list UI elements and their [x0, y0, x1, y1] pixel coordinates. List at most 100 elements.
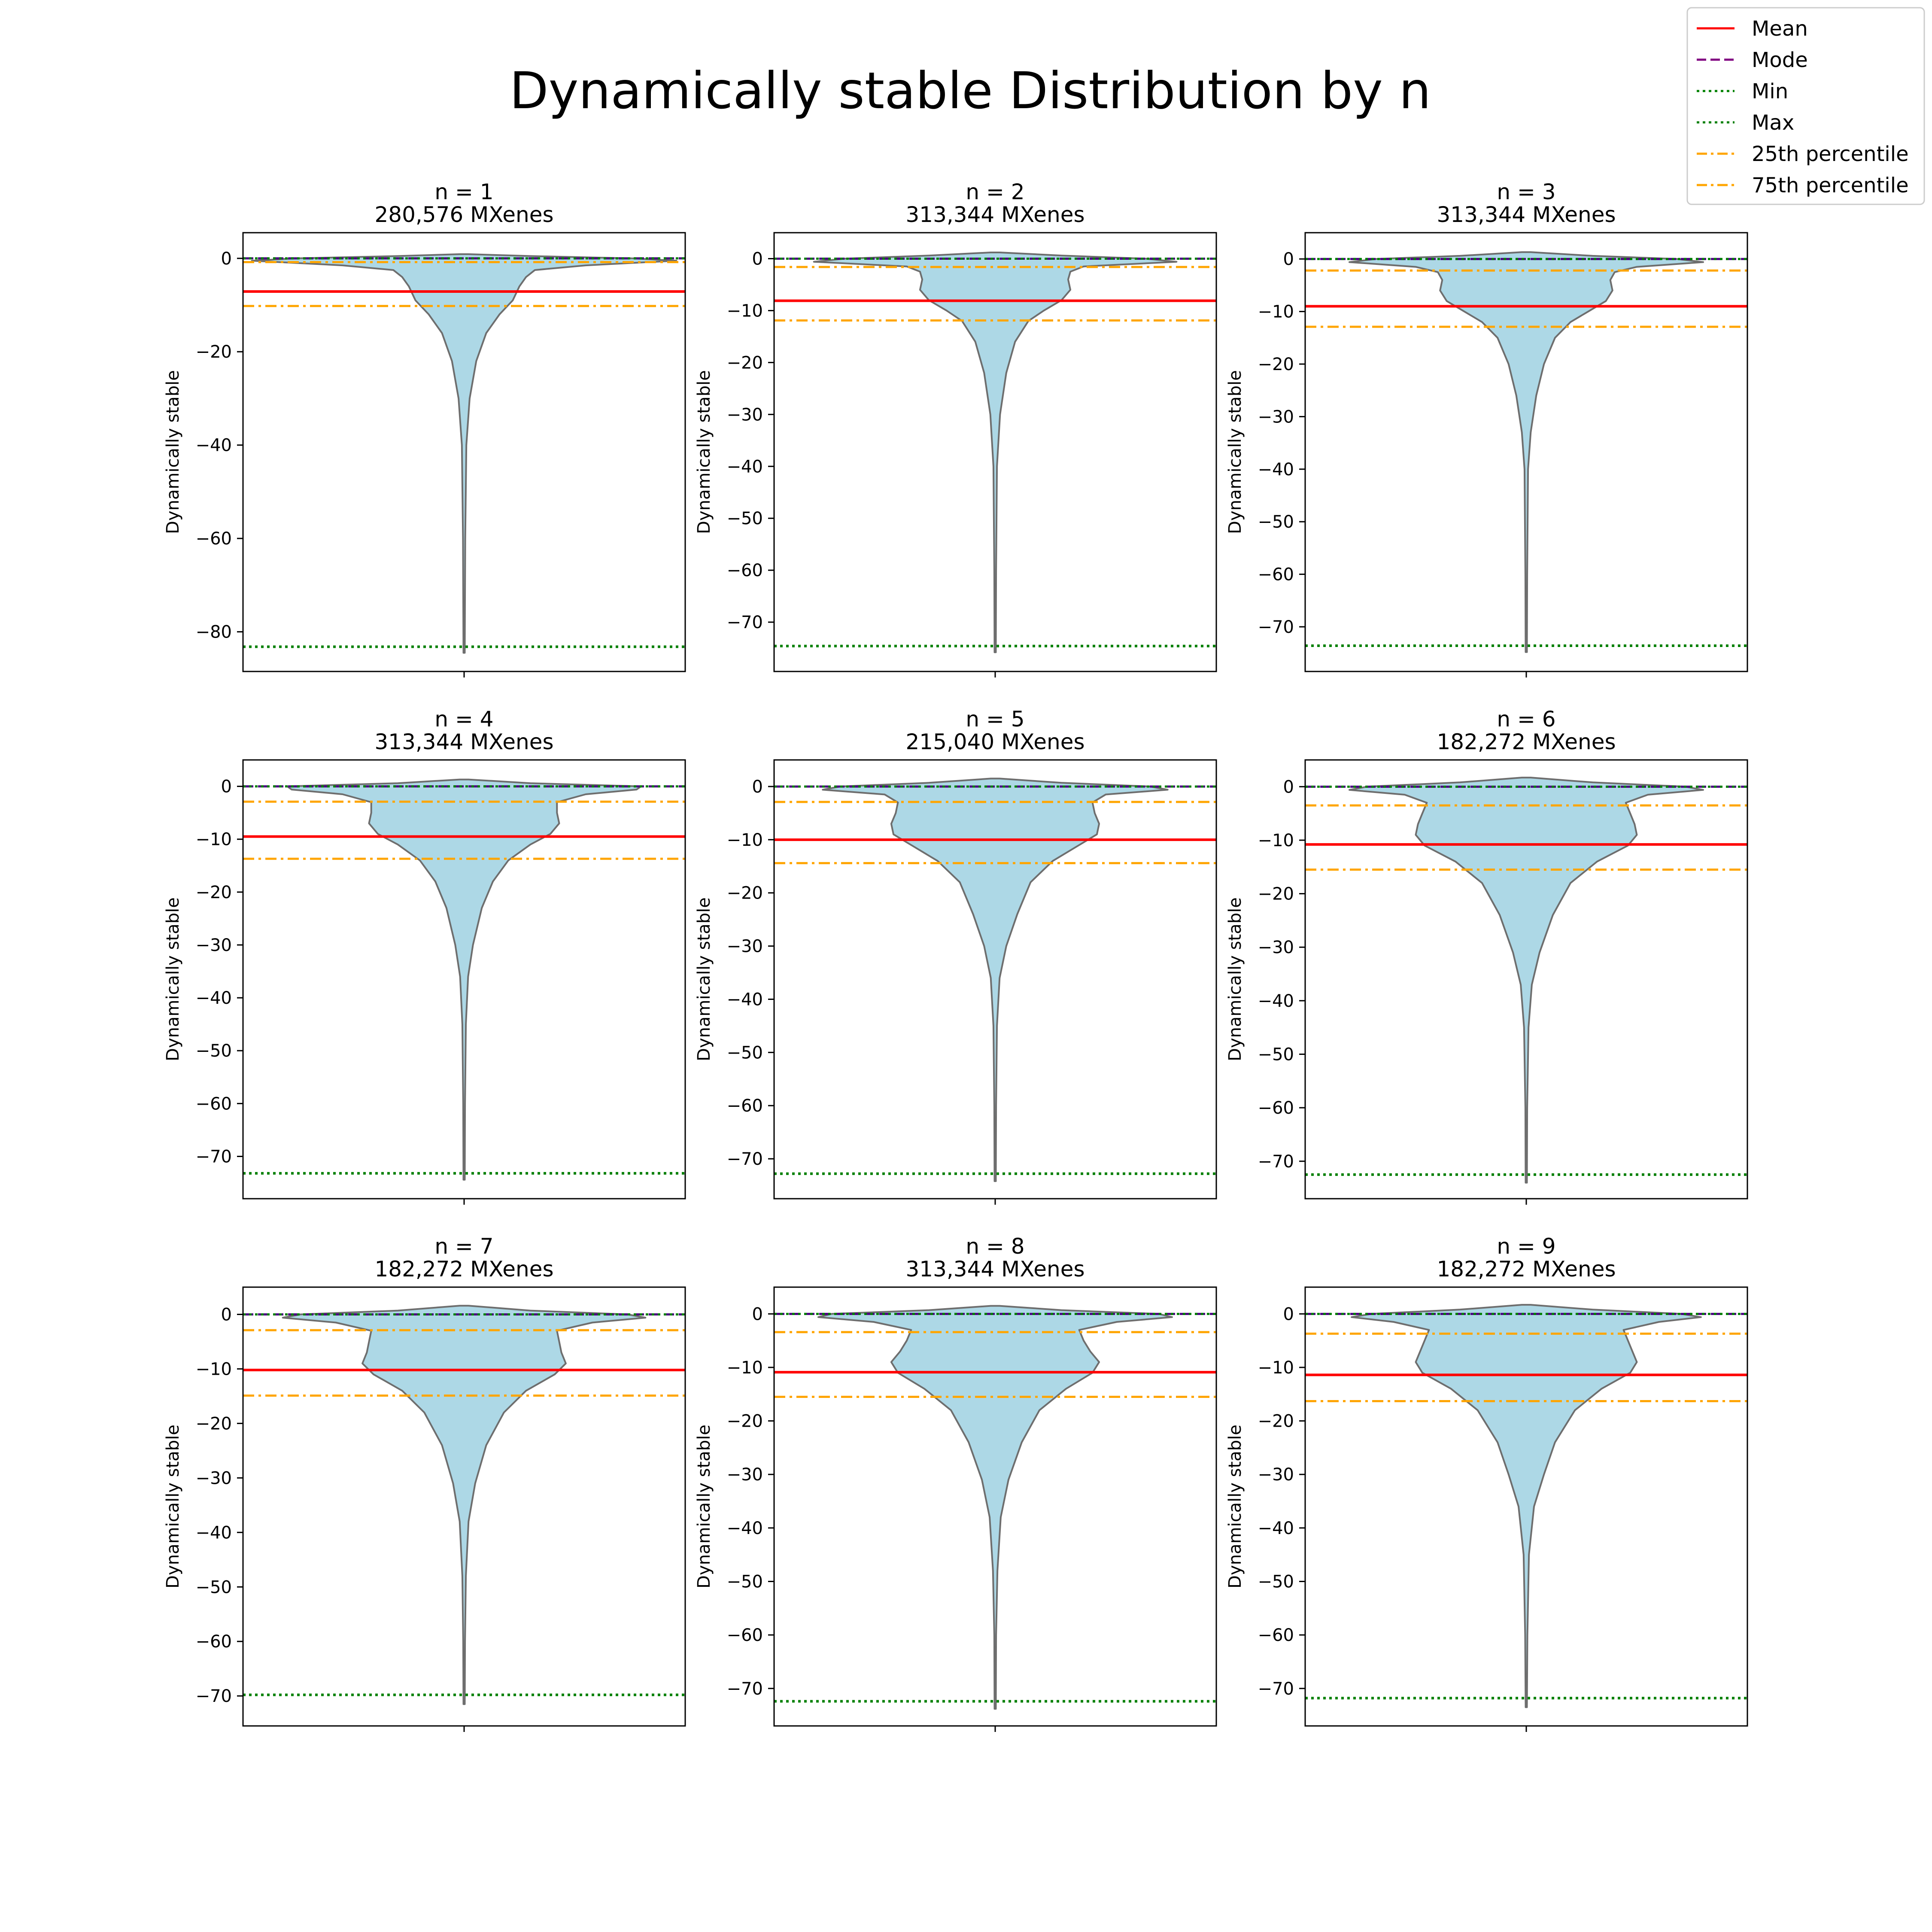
subplot-subtitle: 313,344 MXenes [905, 202, 1084, 227]
axes-frame [1304, 1286, 1748, 1727]
y-tick-label: −20 [196, 342, 232, 362]
y-axis-label: Dynamically stable [1225, 897, 1245, 1061]
y-axis-label: Dynamically stable [163, 370, 183, 534]
y-tick-label: −30 [727, 405, 763, 425]
y-tick-label: 0 [752, 1304, 763, 1324]
subplot-subtitle: 182,272 MXenes [374, 1257, 553, 1282]
y-tick-label: −80 [196, 623, 232, 642]
y-tick-label: −60 [1258, 1098, 1294, 1118]
subplot-title: n = 8 [966, 1234, 1024, 1259]
legend-label: 75th percentile [1752, 173, 1909, 197]
y-tick-label: 0 [221, 777, 232, 797]
y-tick-label: −70 [196, 1686, 232, 1706]
y-tick-label: −10 [727, 1358, 763, 1378]
y-tick-label: −40 [196, 436, 232, 456]
y-tick-label: −40 [727, 990, 763, 1009]
y-tick-label: −70 [727, 613, 763, 632]
y-axis-label: Dynamically stable [694, 370, 714, 534]
subplot-title: n = 1 [434, 179, 493, 204]
axes-frame [1304, 759, 1748, 1200]
y-tick-label: −30 [727, 937, 763, 957]
violin-body [817, 1305, 1173, 1710]
y-tick-label: −30 [196, 936, 232, 955]
y-tick-label: −60 [196, 1094, 232, 1114]
y-tick-label: 0 [1283, 249, 1294, 269]
y-tick-label: −70 [727, 1679, 763, 1699]
y-tick-label: −60 [727, 561, 763, 580]
y-tick-label: −50 [1258, 1572, 1294, 1592]
subplot-title: n = 5 [966, 707, 1024, 732]
y-tick-label: −60 [1258, 565, 1294, 585]
violin-body [813, 252, 1178, 653]
y-tick-label: −40 [196, 988, 232, 1008]
y-tick-label: −50 [727, 1572, 763, 1592]
y-tick-label: −50 [727, 509, 763, 529]
subplot-subtitle: 215,040 MXenes [905, 729, 1084, 754]
y-tick-label: −20 [196, 1414, 232, 1434]
axes-frame [773, 759, 1217, 1200]
subplot-title: n = 9 [1497, 1234, 1555, 1259]
y-tick-label: −10 [1258, 302, 1294, 322]
subplot-title: n = 4 [434, 707, 493, 732]
legend-box [1686, 7, 1925, 205]
y-tick-label: −70 [196, 1147, 232, 1166]
y-tick-label: −50 [1258, 512, 1294, 532]
y-tick-label: −10 [1258, 1358, 1294, 1378]
y-tick-label: −40 [1258, 460, 1294, 480]
y-tick-label: −20 [1258, 1412, 1294, 1431]
y-tick-label: −50 [727, 1043, 763, 1063]
y-tick-label: −10 [196, 1359, 232, 1379]
y-tick-label: −50 [196, 1041, 232, 1061]
y-tick-label: −40 [1258, 1519, 1294, 1538]
y-tick-label: −20 [1258, 884, 1294, 904]
violin-body [251, 253, 677, 654]
y-tick-label: −20 [196, 883, 232, 902]
y-tick-label: −10 [727, 830, 763, 850]
y-axis-label: Dynamically stable [694, 1425, 714, 1589]
axes-frame [1304, 232, 1748, 672]
violin-body [282, 1305, 647, 1705]
y-tick-label: −70 [1258, 1152, 1294, 1172]
violin-body [1351, 1304, 1702, 1708]
legend-label: Mean [1752, 17, 1808, 41]
y-tick-label: −10 [1258, 831, 1294, 851]
y-tick-label: −70 [1258, 617, 1294, 637]
y-tick-label: −30 [727, 1465, 763, 1485]
subplot-subtitle: 182,272 MXenes [1437, 729, 1616, 754]
y-tick-label: −40 [1258, 991, 1294, 1011]
subplot-subtitle: 313,344 MXenes [374, 729, 553, 754]
y-axis-label: Dynamically stable [1225, 1425, 1245, 1589]
y-tick-label: 0 [221, 1305, 232, 1324]
legend-label: Mode [1752, 48, 1808, 72]
y-tick-label: −40 [727, 1519, 763, 1538]
violin-body [822, 778, 1169, 1182]
y-tick-label: −30 [196, 1468, 232, 1488]
y-tick-label: −20 [727, 353, 763, 373]
y-tick-label: −50 [196, 1577, 232, 1597]
y-tick-label: −60 [727, 1625, 763, 1645]
subplot-title: n = 6 [1497, 707, 1555, 732]
y-tick-label: −50 [1258, 1045, 1294, 1064]
figure-title: Dynamically stable Distribution by n [510, 61, 1431, 120]
y-tick-label: −20 [727, 1412, 763, 1431]
legend-label: Min [1752, 79, 1788, 103]
y-tick-label: −60 [727, 1096, 763, 1116]
subplot-title: n = 3 [1497, 179, 1555, 204]
y-tick-label: 0 [221, 249, 232, 269]
y-tick-label: −70 [1258, 1679, 1294, 1699]
subplot-title: n = 7 [434, 1234, 493, 1259]
y-axis-label: Dynamically stable [163, 897, 183, 1061]
subplot-subtitle: 313,344 MXenes [1437, 202, 1616, 227]
y-tick-label: −60 [196, 529, 232, 549]
legend-label: 25th percentile [1752, 142, 1909, 166]
